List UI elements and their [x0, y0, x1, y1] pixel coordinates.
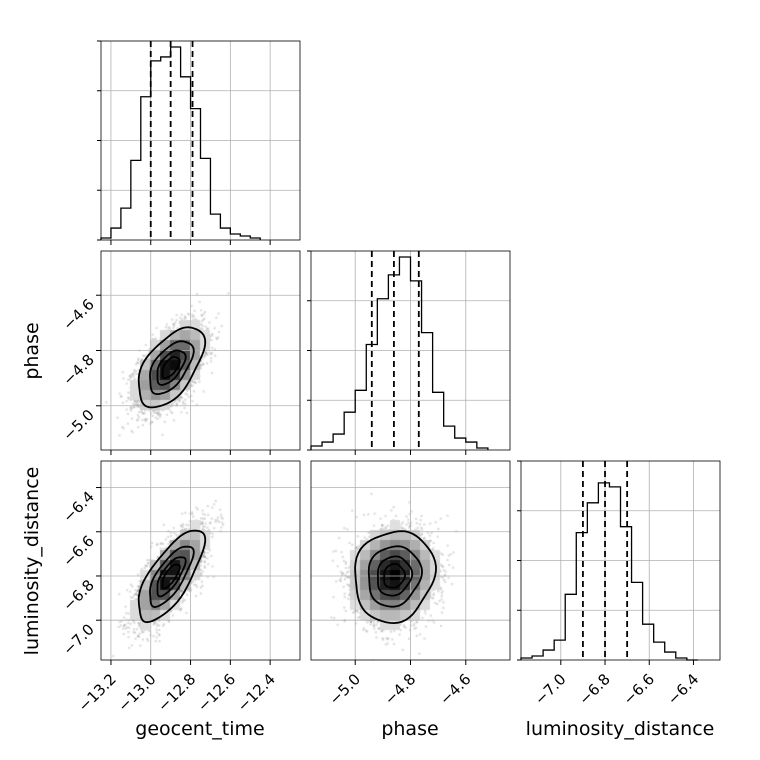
contour-line	[161, 563, 181, 590]
contour-line	[149, 545, 195, 609]
contour-line	[383, 562, 406, 589]
y-tick-label-luminosity-distance: −7.0	[59, 620, 97, 658]
density-layer	[101, 251, 510, 660]
x-tick-label-luminosity-distance: −6.8	[575, 670, 613, 708]
x-tick-label-luminosity-distance: −6.4	[664, 670, 702, 708]
x-tick-label-phase: −5.0	[326, 670, 364, 708]
hist-panel-luminosity-distance	[517, 460, 721, 661]
ylabel-phase: phase	[21, 322, 43, 379]
contour-line	[354, 530, 437, 625]
xlabel-luminosity-distance: luminosity_distance	[526, 718, 715, 740]
contour-line	[161, 355, 181, 379]
x-tick-label-phase: −4.8	[381, 670, 419, 708]
contour-line	[156, 556, 187, 598]
xlabel-phase: phase	[381, 718, 438, 740]
density-image-geocent-time-luminosity-distance	[101, 461, 300, 660]
density-panel-geocent-time-luminosity-distance	[100, 460, 301, 661]
y-tick-label-luminosity-distance: −6.8	[59, 576, 97, 614]
contour-line	[137, 326, 207, 409]
hist-step-phase	[310, 256, 489, 450]
xlabel-geocent-time: geocent_time	[135, 718, 264, 740]
x-tick-label-geocent-time: −13.0	[114, 670, 159, 715]
hist-step-geocent-time	[100, 46, 261, 240]
y-tick-label-phase: −4.6	[59, 295, 97, 333]
x-tick-label-geocent-time: −12.6	[194, 670, 239, 715]
contour-line	[156, 349, 187, 386]
x-tick-label-luminosity-distance: −7.0	[531, 670, 569, 708]
contour-line	[377, 555, 414, 597]
ylabel-luminosity-distance: luminosity_distance	[21, 467, 43, 656]
x-tick-label-geocent-time: −12.8	[154, 670, 199, 715]
x-tick-label-phase: −4.6	[436, 670, 474, 708]
contour-line	[149, 340, 195, 395]
x-tick-label-geocent-time: −13.2	[75, 670, 120, 715]
y-tick-label-phase: −4.8	[59, 351, 97, 389]
contour-line	[137, 529, 207, 624]
contour-line	[367, 545, 423, 608]
panel-frame	[100, 460, 301, 661]
y-tick-label-luminosity-distance: −6.4	[59, 488, 97, 526]
y-tick-label-phase: −5.0	[59, 406, 97, 444]
hist-step-luminosity-distance	[520, 482, 698, 661]
x-tick-label-geocent-time: −12.4	[234, 670, 279, 715]
hist-panel-phase	[307, 250, 511, 451]
hist-panel-geocent-time	[97, 40, 301, 241]
y-tick-label-luminosity-distance: −6.6	[59, 532, 97, 570]
x-tick-label-luminosity-distance: −6.6	[620, 670, 658, 708]
